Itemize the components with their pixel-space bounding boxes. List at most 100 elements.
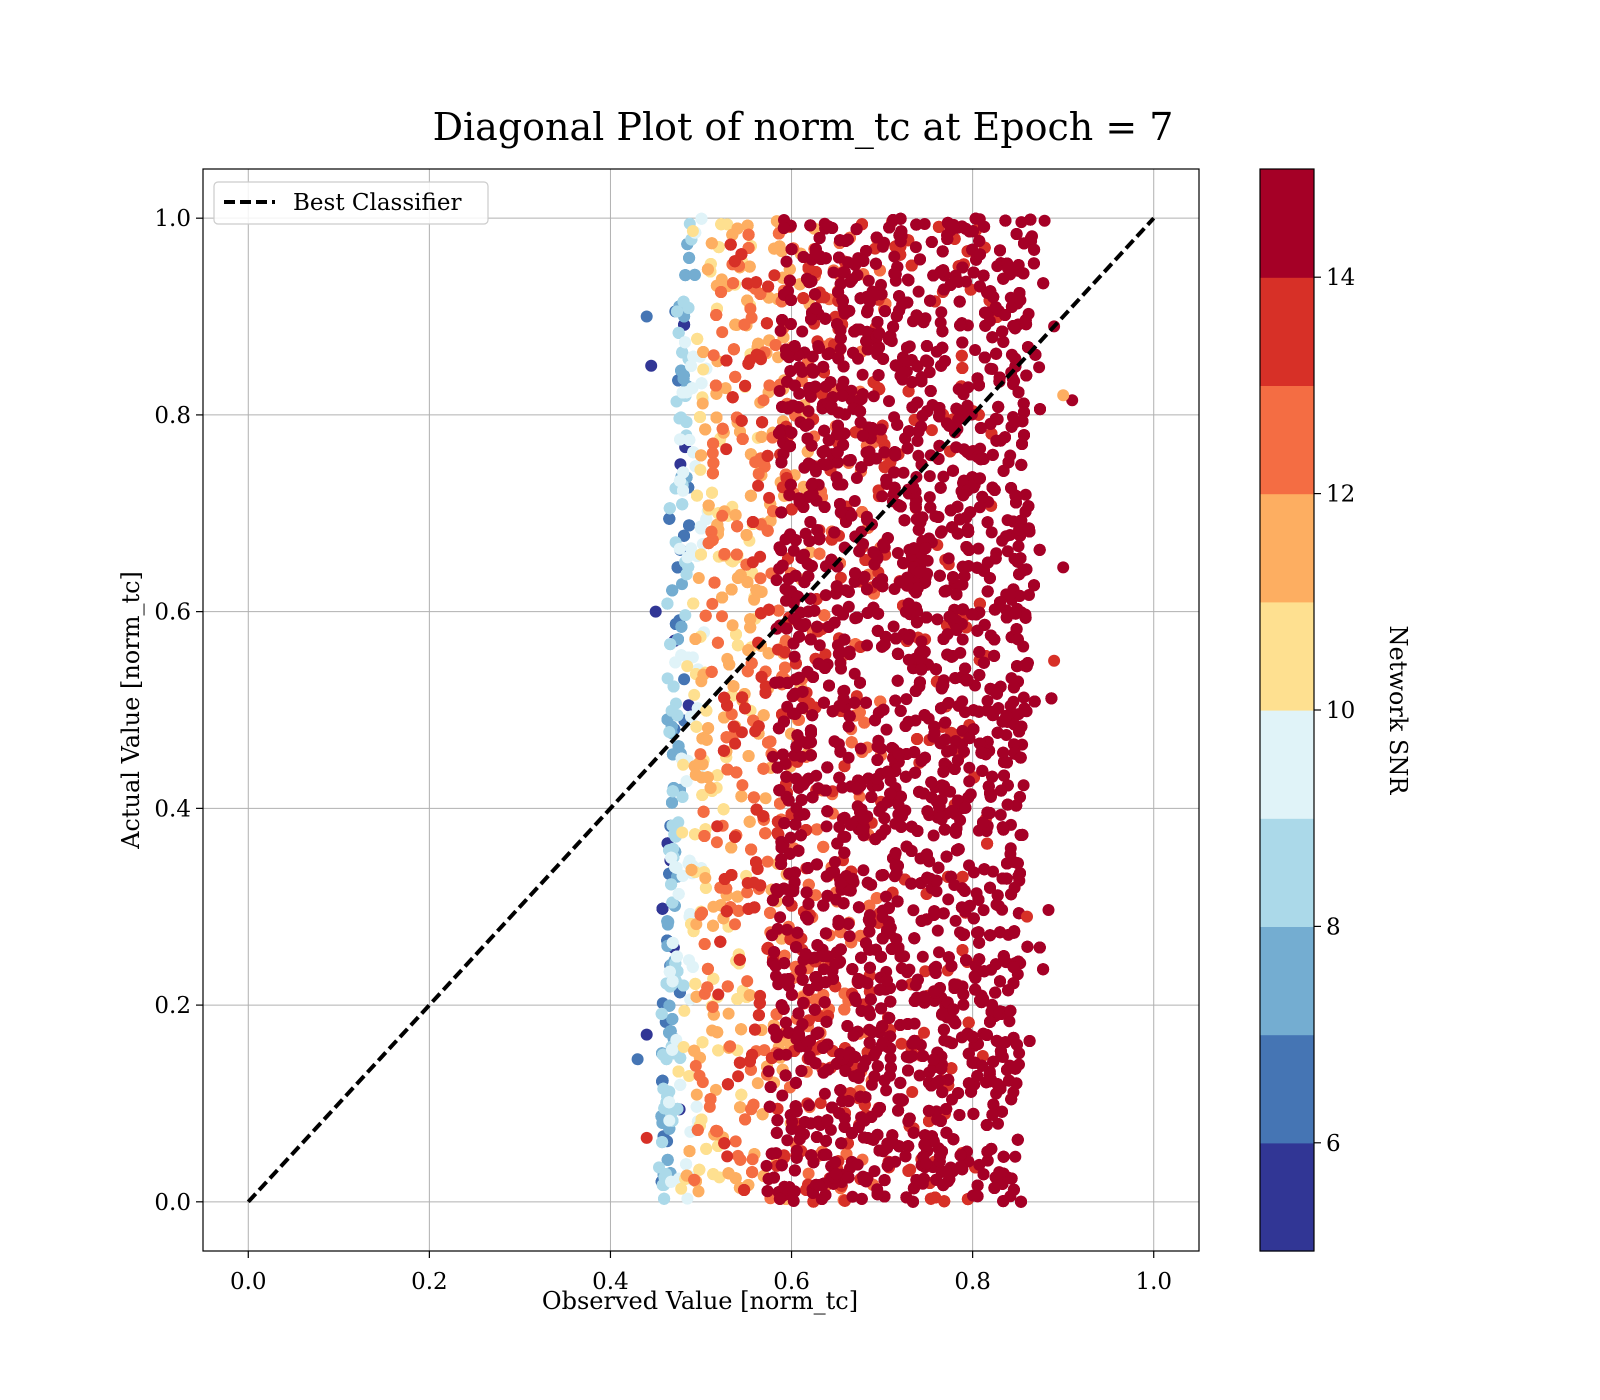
scatter-point <box>927 829 940 842</box>
scatter-point <box>720 905 733 918</box>
scatter-point <box>677 1041 690 1053</box>
scatter-point <box>977 904 990 917</box>
scatter-point <box>690 1088 703 1101</box>
scatter-point <box>716 610 728 623</box>
scatter-point <box>696 397 709 410</box>
scatter-point <box>747 876 760 889</box>
scatter-point <box>711 1026 724 1039</box>
scatter-point <box>1038 214 1051 227</box>
scatter-point <box>727 343 740 356</box>
scatter-point <box>707 919 719 932</box>
scatter-point <box>818 501 831 513</box>
scatter-point <box>817 1041 830 1054</box>
scatter-point <box>963 775 976 788</box>
scatter-point <box>693 1069 706 1082</box>
scatter-point <box>813 547 826 560</box>
scatter-point <box>676 498 689 511</box>
scatter-point <box>802 1167 815 1180</box>
scatter-point <box>735 414 748 427</box>
scatter-point <box>678 673 691 686</box>
scatter-point <box>699 423 712 436</box>
scatter-point <box>759 792 772 805</box>
scatter-point <box>716 591 729 604</box>
scatter-point <box>731 520 744 533</box>
scatter-point <box>669 861 682 873</box>
scatter-point <box>673 542 686 555</box>
scatter-point <box>670 950 683 963</box>
scatter-point <box>699 872 712 884</box>
scatter-point <box>706 1001 719 1013</box>
scatter-point <box>663 726 676 738</box>
scatter-point <box>702 499 715 512</box>
scatter-point <box>701 981 714 994</box>
scatter-point <box>692 1185 705 1198</box>
scatter-point <box>722 1167 735 1180</box>
scatter-point <box>675 620 688 633</box>
scatter-point <box>915 375 928 388</box>
scatter-point <box>695 522 707 535</box>
scatter-point <box>666 1013 679 1025</box>
scatter-point <box>716 326 729 339</box>
scatter-point <box>717 803 730 816</box>
scatter-point <box>992 400 1005 413</box>
scatter-point <box>688 688 701 701</box>
scatter-point <box>763 1100 776 1113</box>
scatter-point <box>764 735 777 748</box>
scatter-point <box>709 1083 722 1096</box>
scatter-point <box>724 1040 736 1053</box>
scatter-point <box>721 980 734 993</box>
scatter-point <box>665 1175 678 1188</box>
scatter-point <box>817 696 830 709</box>
scatter-point <box>902 1164 915 1177</box>
scatter-point <box>755 430 768 443</box>
scatter-point <box>741 219 754 232</box>
scatter-point <box>759 686 772 699</box>
scatter-point <box>898 514 911 527</box>
scatter-point <box>779 661 791 674</box>
scatter-point <box>716 509 729 522</box>
scatter-point <box>658 1192 671 1205</box>
scatter-point <box>739 702 751 715</box>
scatter-point <box>699 609 712 622</box>
scatter-point <box>745 843 758 856</box>
scatter-point <box>746 516 759 528</box>
scatter-point <box>704 781 717 794</box>
scatter-point <box>769 339 782 351</box>
scatter-point <box>665 704 678 717</box>
scatter-point <box>663 502 676 515</box>
scatter-point <box>683 251 696 264</box>
scatter-point <box>863 961 876 974</box>
scatter-point <box>749 1023 761 1036</box>
scatter-point <box>796 325 809 338</box>
scatter-point <box>978 351 991 364</box>
scatter-point <box>656 902 669 915</box>
scatter-point <box>672 816 685 829</box>
scatter-point <box>976 490 989 503</box>
scatter-point <box>964 788 977 801</box>
scatter-point <box>887 620 900 633</box>
scatter-point <box>732 1070 745 1083</box>
scatter-point <box>669 656 682 669</box>
scatter-point <box>682 699 695 712</box>
scatter-point <box>852 1072 865 1084</box>
scatter-point <box>694 748 707 761</box>
scatter-point <box>731 993 744 1005</box>
scatter-point <box>818 1087 831 1100</box>
scatter-point <box>679 336 691 349</box>
chart-title: Diagonal Plot of norm_tc at Epoch = 7 <box>433 105 1174 150</box>
scatter-point <box>675 1182 688 1195</box>
scatter-point <box>761 449 774 462</box>
scatter-point <box>806 709 819 722</box>
scatter-point <box>713 1171 726 1184</box>
scatter-point <box>925 424 938 437</box>
scatter-point <box>761 855 774 868</box>
scatter-point <box>721 763 734 776</box>
scatter-point <box>741 975 754 988</box>
scatter-point <box>679 609 692 622</box>
scatter-point <box>689 633 702 645</box>
scatter-point <box>691 489 703 502</box>
scatter-point <box>744 489 757 502</box>
scatter-point <box>889 694 902 707</box>
scatter-point <box>994 244 1006 257</box>
scatter-point <box>945 744 958 757</box>
